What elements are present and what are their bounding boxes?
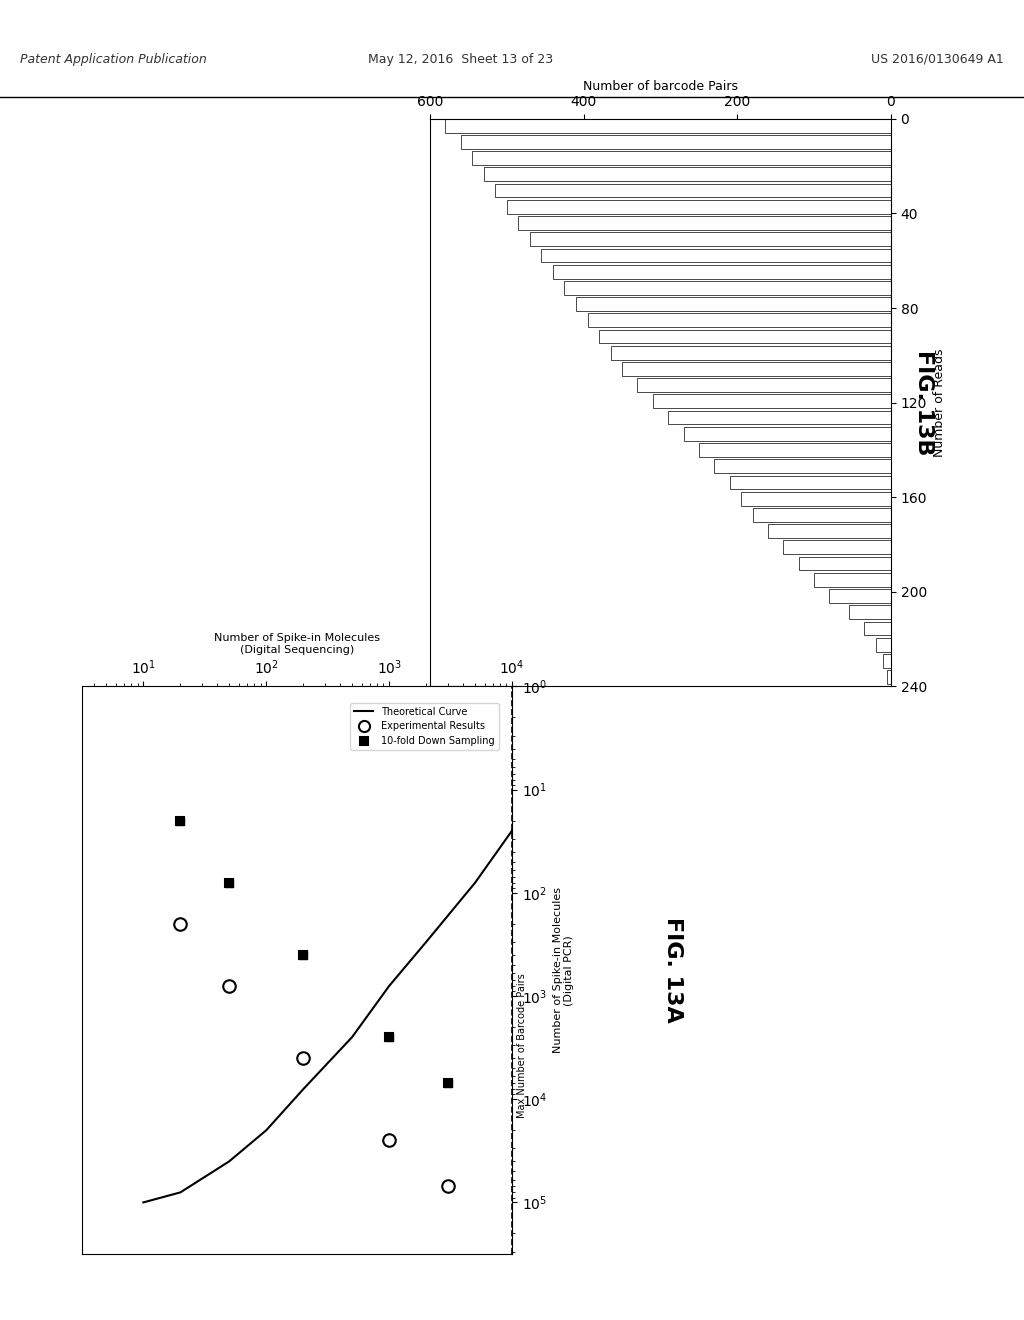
Theoretical Curve [506,822,518,838]
Line: 10-fold Down Sampling: 10-fold Down Sampling [176,817,452,1088]
Text: FIG. 13A: FIG. 13A [663,917,683,1023]
Bar [530,232,891,246]
Bar [883,653,891,668]
Experimental Results [297,1051,309,1067]
Bar [876,638,891,652]
10-fold Down Sampling [441,1076,454,1092]
Bar [637,379,891,392]
Theoretical Curve [260,1122,272,1138]
Bar [599,330,891,343]
Bar [564,281,891,294]
Bar [610,346,891,359]
Bar [729,475,891,490]
Bar [698,444,891,457]
Experimental Results [383,1133,395,1148]
Bar [783,540,891,554]
Theoretical Curve [383,978,395,994]
X-axis label: Number of barcode Pairs: Number of barcode Pairs [583,79,738,92]
Text: FIG. 13B: FIG. 13B [914,350,934,455]
Bar [472,152,891,165]
Bar [799,557,891,570]
Theoretical Curve [223,1154,236,1170]
Experimental Results [174,916,186,932]
Experimental Results [223,978,236,994]
Bar [653,395,891,408]
Bar [684,426,891,441]
Text: Max Number of Barcode Pairs: Max Number of Barcode Pairs [517,973,527,1118]
Bar [768,524,891,539]
Bar [849,606,891,619]
X-axis label: Number of Spike-in Molecules
(Digital Sequencing): Number of Spike-in Molecules (Digital Se… [214,632,380,655]
Legend: Theoretical Curve, Experimental Results, 10-fold Down Sampling: Theoretical Curve, Experimental Results,… [350,702,499,750]
Text: US 2016/0130649 A1: US 2016/0130649 A1 [870,53,1004,66]
Bar [461,135,891,149]
Bar [829,589,891,603]
Theoretical Curve [346,1030,358,1045]
Y-axis label: Number of Spike-in Molecules
(Digital PCR): Number of Spike-in Molecules (Digital PC… [553,887,574,1053]
Bar [715,459,891,473]
Text: May 12, 2016  Sheet 13 of 23: May 12, 2016 Sheet 13 of 23 [369,53,553,66]
Bar [542,248,891,263]
10-fold Down Sampling [174,813,186,829]
Bar [753,508,891,521]
10-fold Down Sampling [223,875,236,891]
Bar [864,622,891,635]
Theoretical Curve [420,935,432,950]
Bar [814,573,891,586]
Bar [496,183,891,198]
Line: Theoretical Curve: Theoretical Curve [143,830,512,1203]
10-fold Down Sampling [297,946,309,962]
Y-axis label: Number of Reads: Number of Reads [933,348,945,457]
Bar [588,313,891,327]
Bar [622,362,891,376]
Bar [668,411,891,425]
10-fold Down Sampling [383,1030,395,1045]
Bar [518,216,891,230]
Theoretical Curve [174,1184,186,1200]
Text: Patent Application Publication: Patent Application Publication [20,53,207,66]
Experimental Results [441,1179,454,1195]
Theoretical Curve [137,1195,150,1210]
Bar [445,119,891,132]
Bar [553,265,891,279]
Bar [507,199,891,214]
Bar [483,168,891,181]
Theoretical Curve [469,875,481,891]
Bar [887,671,891,684]
Bar [741,492,891,506]
Bar [575,297,891,312]
Theoretical Curve [297,1081,309,1097]
Line: Experimental Results: Experimental Results [175,919,454,1192]
